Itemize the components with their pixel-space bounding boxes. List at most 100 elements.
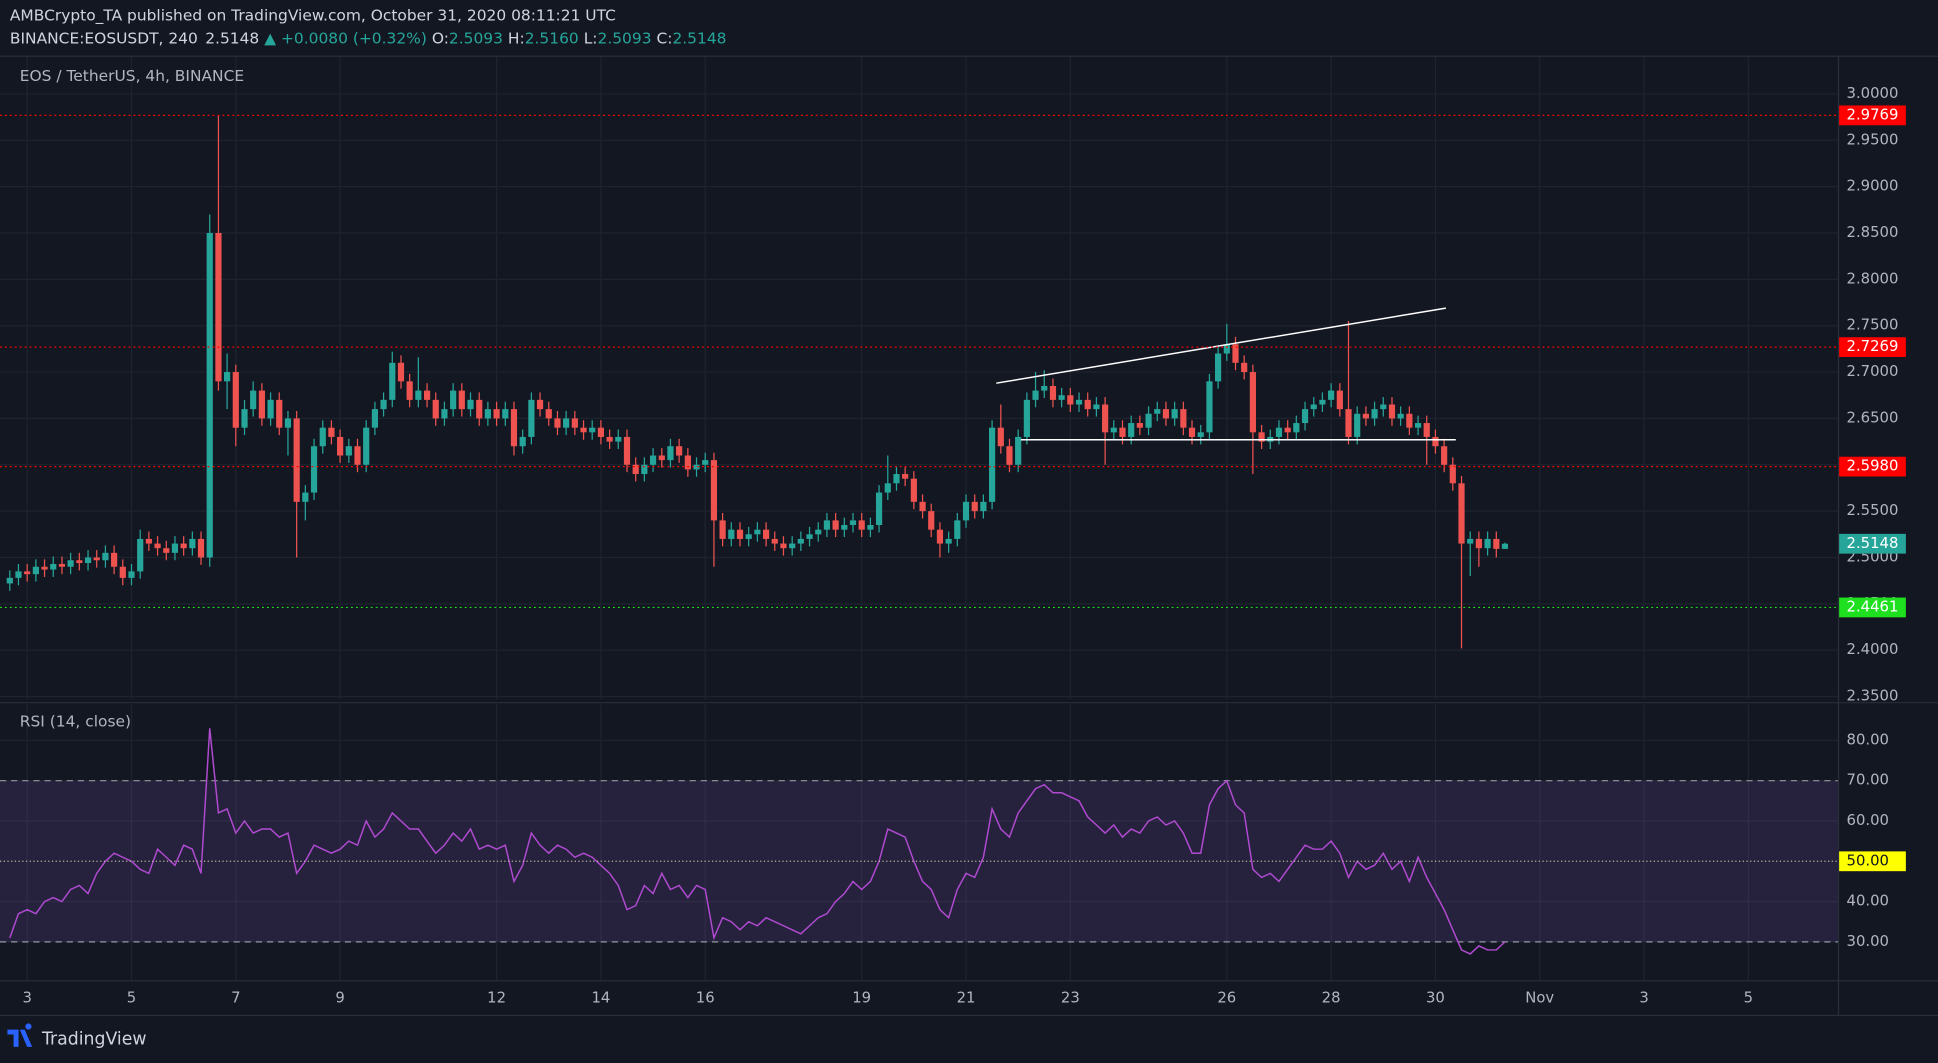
candle-body	[328, 427, 335, 437]
trend-line	[996, 307, 1446, 384]
candle-body	[928, 511, 935, 530]
ohlc-c: 2.5148	[672, 29, 726, 47]
last-price: 2.5148	[205, 29, 259, 47]
candle-body	[1449, 464, 1456, 484]
candle-body	[902, 474, 909, 479]
candle-body	[1249, 372, 1256, 433]
candle-body	[536, 399, 544, 410]
candle-body	[1162, 409, 1170, 419]
y-tick-label: 70.00	[1847, 772, 1889, 789]
candle-body	[50, 563, 57, 570]
y-tick-label: 30.00	[1847, 933, 1889, 950]
candle-body	[450, 390, 457, 410]
candle-body	[1215, 353, 1222, 382]
candle-body	[989, 427, 996, 502]
y-tick-label: 2.5500	[1847, 502, 1899, 519]
ohlc-h: 2.5160	[525, 29, 579, 47]
candle-body	[997, 427, 1004, 447]
candle-body	[415, 390, 422, 400]
x-tick-label: 28	[1322, 990, 1341, 1007]
candle-body	[1388, 404, 1396, 419]
candle-body	[189, 538, 196, 549]
candle-body	[458, 390, 465, 410]
candle-body	[1180, 409, 1187, 428]
candle-body	[702, 460, 709, 465]
candle-body	[1467, 538, 1474, 544]
candle-body	[24, 571, 31, 575]
candle-body	[1362, 413, 1369, 419]
candle-body	[893, 474, 900, 484]
candle-body	[58, 563, 66, 567]
publisher: AMBCrypto_TA published on TradingView.co…	[10, 7, 616, 26]
candle-body	[389, 362, 396, 400]
x-tick-label: 12	[487, 990, 506, 1007]
candle-body	[1067, 395, 1074, 405]
candle-body	[641, 464, 648, 475]
candle-body	[250, 390, 257, 410]
candle-body	[6, 577, 13, 584]
x-tick-label: 23	[1061, 990, 1080, 1007]
y-tick-label: 3.0000	[1847, 85, 1899, 102]
candle-body	[1441, 446, 1448, 465]
candle-body	[919, 501, 926, 512]
rsi-title: RSI (14, close)	[20, 712, 131, 730]
candle-body	[745, 534, 752, 539]
level-label: 2.4461	[1847, 598, 1899, 615]
candle-body	[1406, 413, 1413, 428]
candle-body	[276, 399, 283, 428]
candle-body	[1432, 436, 1439, 447]
x-tick-label: 5	[1744, 990, 1753, 1007]
candle-body	[302, 492, 309, 502]
candle-body	[693, 464, 700, 470]
candle-body	[76, 560, 83, 564]
candle-body	[797, 538, 804, 544]
candle-body	[1354, 413, 1361, 437]
candle-body	[780, 543, 787, 549]
candle-body	[771, 538, 778, 544]
candle-body	[484, 409, 491, 419]
candle-body	[1023, 399, 1030, 437]
x-tick-label: 9	[335, 990, 344, 1007]
y-tick-label: 2.3500	[1847, 688, 1899, 705]
candle-body	[137, 538, 144, 572]
level-label-box	[1839, 533, 1906, 554]
candle-body	[1006, 446, 1013, 465]
candle-body	[936, 529, 944, 544]
candle-body	[119, 566, 126, 578]
candle-body	[1015, 436, 1022, 465]
candle-body	[728, 529, 735, 539]
candle-body	[580, 427, 587, 433]
y-tick-label: 60.00	[1847, 812, 1889, 829]
level-label-box	[1839, 597, 1906, 618]
ohlc-l-key: L:	[584, 29, 598, 47]
candle-body	[502, 409, 509, 419]
candle-body	[962, 501, 970, 521]
y-tick-label: 80.00	[1847, 731, 1889, 748]
candle-body	[954, 520, 961, 539]
candle-body	[1319, 399, 1326, 405]
candle-body	[910, 478, 917, 502]
ohlc-h-key: H:	[508, 29, 525, 47]
candle-body	[397, 362, 405, 382]
y-tick-label: 40.00	[1847, 893, 1889, 910]
candle-body	[1345, 409, 1352, 437]
candle-body	[180, 543, 187, 549]
candle-body	[93, 557, 100, 561]
candle-body	[884, 483, 891, 493]
candle-body	[493, 409, 500, 419]
candle-body	[1049, 385, 1057, 400]
candle-body	[293, 418, 300, 502]
candle-body	[667, 446, 674, 461]
candle-body	[345, 446, 352, 456]
candle-body	[224, 372, 231, 382]
candle-body	[867, 525, 874, 530]
candle-body	[763, 529, 770, 539]
candle-body	[980, 501, 987, 512]
candle-body	[1128, 423, 1135, 437]
frame	[0, 55, 1938, 1017]
candle-body	[1058, 395, 1065, 400]
candle-body	[945, 538, 952, 544]
candle-body	[832, 520, 839, 530]
